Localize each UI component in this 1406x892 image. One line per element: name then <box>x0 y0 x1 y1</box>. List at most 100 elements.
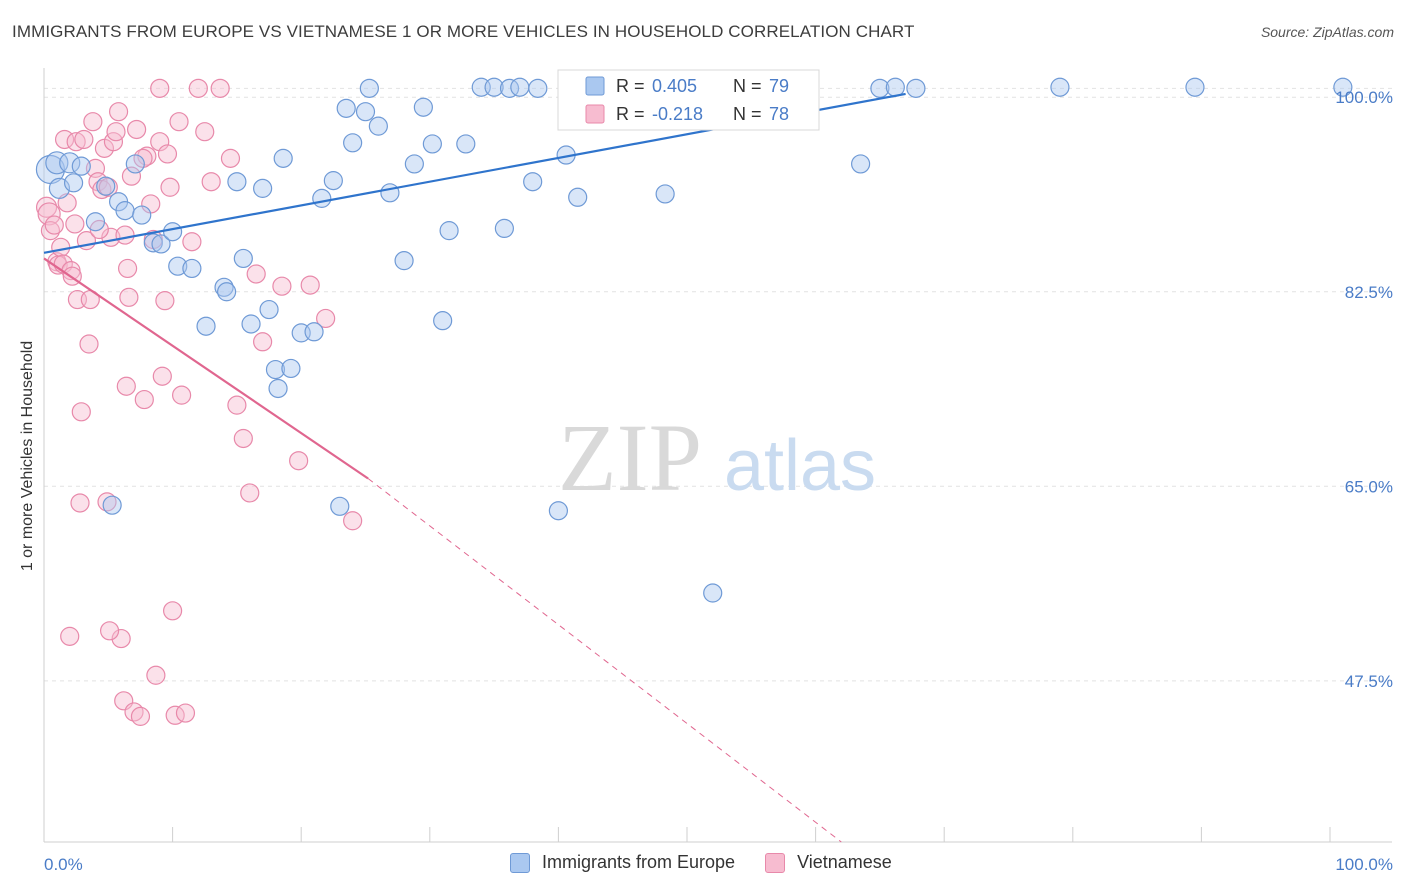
legend-swatch-europe <box>510 852 530 873</box>
europe-point-26 <box>268 378 288 399</box>
europe-point-40 <box>394 251 414 271</box>
x-tick-label-max: 100.0% <box>1335 855 1393 874</box>
vietnamese-point-49 <box>155 291 175 311</box>
europe-point-48 <box>484 77 504 97</box>
legend-r-value-vietnamese: -0.218 <box>652 104 703 124</box>
europe-point-57 <box>568 187 588 207</box>
europe-point-41 <box>404 154 424 174</box>
legend-bottom: Immigrants from Europe Vietnamese <box>510 852 922 873</box>
legend-n-label-europe: N = <box>733 76 762 96</box>
watermark-zip: ZIP <box>558 404 702 511</box>
y-tick-label-3: 100.0% <box>1335 88 1393 107</box>
chart-source: Source: ZipAtlas.com <box>1260 24 1394 40</box>
vietnamese-point-61 <box>210 78 230 98</box>
europe-point-19 <box>217 282 237 302</box>
vietnamese-point-1 <box>37 202 61 226</box>
europe-point-1 <box>45 151 69 175</box>
vietnamese-point-60 <box>201 172 221 192</box>
europe-point-30 <box>304 322 324 342</box>
vietnamese-point-50 <box>157 144 178 164</box>
europe-point-4 <box>63 173 84 193</box>
vietnamese-point-47 <box>150 132 170 152</box>
europe-point-33 <box>330 496 350 516</box>
vietnamese-point-16 <box>70 493 90 513</box>
vietnamese-point-69 <box>289 451 309 471</box>
europe-point-36 <box>355 102 376 122</box>
y-tick-label-2: 82.5% <box>1345 283 1393 302</box>
europe-point-65 <box>655 184 675 204</box>
europe-point-68 <box>703 583 723 603</box>
vietnamese-point-56 <box>175 703 196 723</box>
legend-r-label-europe: R = <box>616 76 645 96</box>
vietnamese-point-66 <box>246 264 266 284</box>
vietnamese-point-20 <box>79 334 99 354</box>
legend-label-europe: Immigrants from Europe <box>542 852 736 872</box>
europe-point-42 <box>413 97 433 117</box>
trend-line-vietnamese <box>43 257 369 480</box>
vietnamese-point-38 <box>121 166 142 186</box>
vietnamese-point-55 <box>172 385 192 405</box>
vietnamese-point-63 <box>227 395 247 415</box>
legend-n-value-vietnamese: 78 <box>769 104 789 124</box>
europe-point-10 <box>125 154 145 174</box>
legend-r-value-europe: 0.405 <box>652 76 697 96</box>
legend-item-vietnamese[interactable]: Vietnamese <box>765 852 892 873</box>
vietnamese-point-6 <box>51 237 71 257</box>
legend-item-europe[interactable]: Immigrants from Europe <box>510 852 735 873</box>
vietnamese-point-72 <box>343 511 363 531</box>
europe-point-54 <box>548 501 569 521</box>
vietnamese-point-58 <box>188 78 208 98</box>
vietnamese-point-36 <box>117 258 138 279</box>
europe-point-52 <box>523 172 543 192</box>
europe-point-71 <box>851 154 871 174</box>
vietnamese-point-77 <box>115 225 135 245</box>
vietnamese-point-33 <box>111 628 131 649</box>
europe-point-76 <box>1185 77 1205 97</box>
vietnamese-point-62 <box>220 148 241 168</box>
legend-n-label-vietnamese: N = <box>733 104 762 124</box>
legend-stats: R = 0.405 N = 79 R = -0.218 N = 78 <box>557 69 820 131</box>
y-tick-label-1: 65.0% <box>1345 477 1393 496</box>
europe-point-45 <box>439 221 459 241</box>
europe-point-50 <box>499 78 520 98</box>
vietnamese-point-73 <box>150 78 170 98</box>
vietnamese-point-51 <box>160 177 180 197</box>
vietnamese-point-65 <box>240 483 260 503</box>
vietnamese-point-37 <box>119 287 139 307</box>
europe-point-74 <box>906 78 926 98</box>
europe-point-46 <box>456 134 476 154</box>
vietnamese-point-14 <box>66 132 86 152</box>
europe-point-12 <box>143 233 163 253</box>
legend-swatch-vietnamese <box>765 852 786 873</box>
vietnamese-point-22 <box>83 112 103 132</box>
vietnamese-point-40 <box>126 119 147 140</box>
europe-point-37 <box>359 78 379 98</box>
vietnamese-point-54 <box>169 112 189 132</box>
europe-point-51 <box>510 77 530 97</box>
legend-r-label-vietnamese: R = <box>616 104 645 124</box>
europe-point-24 <box>259 299 279 320</box>
vietnamese-point-59 <box>195 122 215 142</box>
europe-point-49 <box>494 218 514 238</box>
europe-point-23 <box>253 178 273 198</box>
y-axis-title: 1 or more Vehicles in Household <box>19 340 36 572</box>
europe-point-75 <box>1050 77 1070 97</box>
trend-line-vietnamese-extension <box>367 478 842 843</box>
vietnamese-point-41 <box>130 706 151 726</box>
vietnamese-point-64 <box>233 428 253 449</box>
vietnamese-point-75 <box>99 621 120 641</box>
vietnamese-point-27 <box>97 492 117 512</box>
vietnamese-point-35 <box>116 376 136 396</box>
watermark: ZIP atlas <box>558 404 876 511</box>
europe-point-34 <box>336 98 356 118</box>
europe-point-44 <box>433 311 453 331</box>
europe-point-17 <box>196 316 216 336</box>
europe-point-32 <box>323 171 343 191</box>
vietnamese-point-71 <box>316 308 336 329</box>
europe-point-16 <box>182 258 202 279</box>
chart-title: IMMIGRANTS FROM EUROPE VS VIETNAMESE 1 O… <box>12 22 915 41</box>
vietnamese-point-18 <box>74 129 94 150</box>
europe-point-6 <box>85 212 106 232</box>
europe-point-15 <box>168 256 188 276</box>
